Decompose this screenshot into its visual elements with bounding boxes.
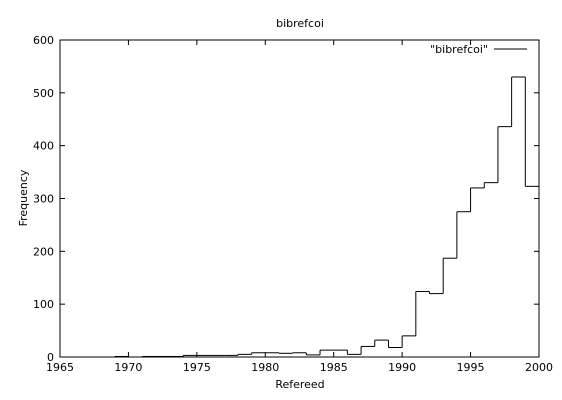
legend: "bibrefcoi" [430,43,527,56]
x-tick-label: 1965 [46,361,74,374]
x-tick-label: 2000 [525,361,553,374]
y-tick-label: 100 [33,298,54,311]
x-tick-label: 1970 [114,361,142,374]
x-tick-label: 1980 [251,361,279,374]
chart-title: bibrefcoi [276,17,324,30]
x-axis-label: Refereed [275,378,324,391]
y-tick-label: 0 [47,351,54,364]
histogram-steps [114,76,539,358]
y-axis-label: Frequency [17,169,30,226]
y-tick-label: 300 [33,193,54,206]
x-tick-label: 1995 [457,361,485,374]
plot-frame [59,39,540,358]
x-tick-label: 1985 [320,361,348,374]
legend-label: "bibrefcoi" [430,43,488,56]
y-tick-label: 500 [33,87,54,100]
y-tick-label: 200 [33,245,54,258]
axis-ticks: 1965 1970 1975 1980 1985 1990 1995 2000 0 100 200 3… [33,34,553,374]
x-tick-label: 1990 [388,361,416,374]
y-tick-label: 400 [33,140,54,153]
y-tick-label: 600 [33,34,54,47]
x-tick-label: 1975 [183,361,211,374]
